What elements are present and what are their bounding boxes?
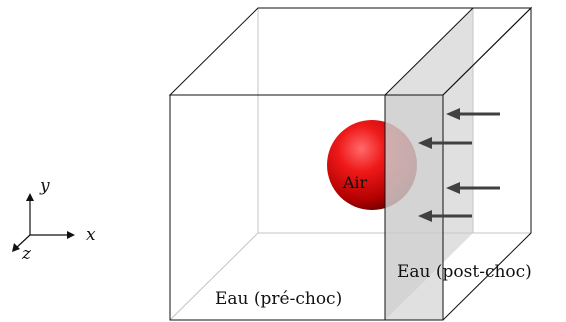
y-axis-label: y xyxy=(39,176,50,196)
z-axis-arrow xyxy=(12,234,31,252)
cube-right-face xyxy=(442,6,532,321)
shock-arrow xyxy=(446,182,500,194)
shock-layer xyxy=(385,8,474,320)
sphere-label: Air xyxy=(342,173,368,192)
shock-arrow xyxy=(418,210,472,222)
hidden-edge-bottom-left-depth xyxy=(169,232,259,321)
x-axis-label: x xyxy=(86,225,96,245)
shock-arrow xyxy=(418,137,472,149)
coordinate-axes xyxy=(12,193,75,252)
y-axis-arrow xyxy=(26,193,34,235)
shock-arrow xyxy=(446,108,500,120)
cube-visible-edges xyxy=(168,6,533,321)
post-shock-label: Eau (post-choc) xyxy=(397,262,532,282)
shock-top-edge xyxy=(384,7,474,96)
x-axis-arrow xyxy=(30,231,75,239)
pre-shock-label: Eau (pré-choc) xyxy=(215,289,342,309)
z-axis-label: z xyxy=(21,244,32,264)
shock-arrows xyxy=(418,108,500,222)
cube-top-face xyxy=(168,7,533,96)
shock-layer-front xyxy=(385,95,443,320)
